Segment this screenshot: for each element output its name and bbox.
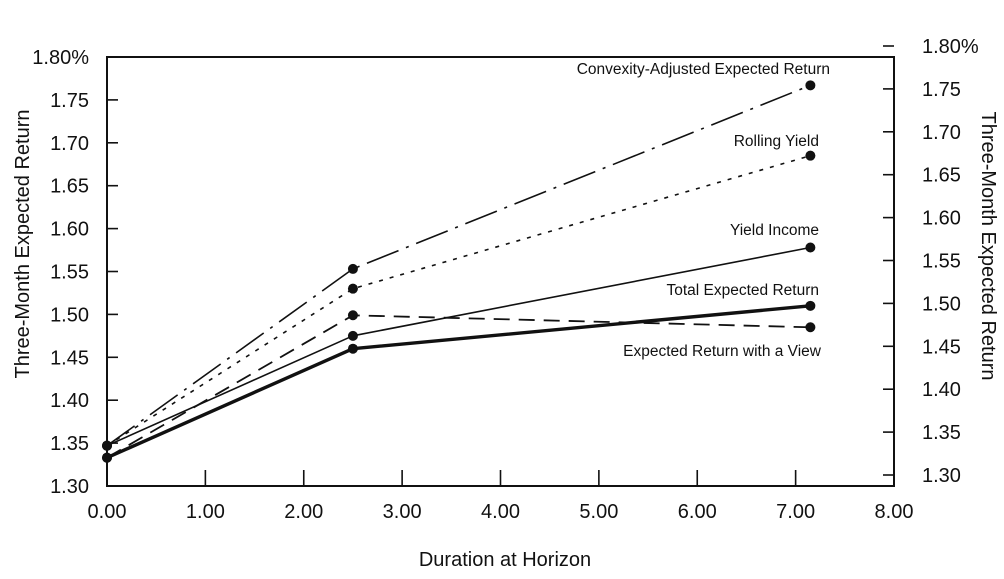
y-tick-label-left: 1.40 [50,390,89,412]
x-tick-label: 4.00 [481,501,520,523]
y-tick-label-left: 1.30 [50,476,89,498]
x-tick-label: 7.00 [776,501,815,523]
series-line-total-expected-return [106,304,811,460]
data-point-convexity-adjusted-expected-return [805,80,816,91]
y-tick-label-left: 1.35 [50,433,89,455]
y-tick-label-left: 1.45 [50,347,89,369]
x-tick-label: 5.00 [579,501,618,523]
y-tick-label-right: 1.45 [922,336,961,358]
y-tick-label-left: 1.70 [50,133,89,155]
data-point-total-expected-return [347,343,358,354]
x-tick-label: 6.00 [678,501,717,523]
data-point-expected-return-with-a-view [347,310,358,321]
data-point-yield-income [102,440,112,451]
x-tick-label: 3.00 [383,501,422,523]
data-point-total-expected-return [805,300,816,311]
y-tick-label-right: 1.65 [922,165,961,187]
y-tick-label-left: 1.75 [50,90,89,112]
y-tick-label-right: 1.80% [922,36,979,58]
y-tick-label-right: 1.75 [922,79,961,101]
y-tick-label-left: 1.50 [50,304,89,326]
y-tick-label-right: 1.35 [922,422,961,444]
data-point-rolling-yield [805,150,816,161]
y-axis-title-left: Three-Month Expected Return [12,109,34,378]
y-tick-label-left: 1.60 [50,219,89,241]
y-tick-label-right: 1.70 [922,122,961,144]
data-point-yield-income [805,242,816,253]
series-line-expected-return-with-a-view [106,314,811,459]
data-point-yield-income [347,330,358,341]
series-label-expected-return-with-a-view: Expected Return with a View [623,343,822,360]
y-tick-label-right: 1.55 [922,251,961,273]
x-axis-title: Duration at Horizon [419,549,591,571]
y-tick-label-left: 1.65 [50,176,89,198]
y-tick-label-right: 1.60 [922,208,961,230]
y-tick-label-left: 1.55 [50,262,89,284]
series-label-rolling-yield: Rolling Yield [734,133,819,150]
x-tick-label: 8.00 [875,501,914,523]
x-tick-label: 0.00 [88,501,127,523]
plot-area-frame [106,56,895,487]
x-tick-label: 2.00 [284,501,323,523]
data-point-expected-return-with-a-view [805,322,816,333]
series-label-total-expected-return: Total Expected Return [666,282,819,299]
x-tick-label: 1.00 [186,501,225,523]
y-tick-label-right: 1.30 [922,465,961,487]
series-label-yield-income: Yield Income [730,222,819,239]
series-line-rolling-yield [106,154,811,447]
y-axis-title-right: Three-Month Expected Return [977,111,999,380]
y-tick-label-right: 1.40 [922,379,961,401]
series-line-convexity-adjusted-expected-return [106,84,811,447]
y-tick-label-right: 1.50 [922,293,961,315]
data-point-rolling-yield [347,283,358,294]
data-point-expected-return-with-a-view [102,452,112,463]
y-tick-label-left: 1.80% [32,47,89,69]
data-point-convexity-adjusted-expected-return [347,263,358,274]
series-label-convexity-adjusted-expected-return: Convexity-Adjusted Expected Return [577,61,830,78]
